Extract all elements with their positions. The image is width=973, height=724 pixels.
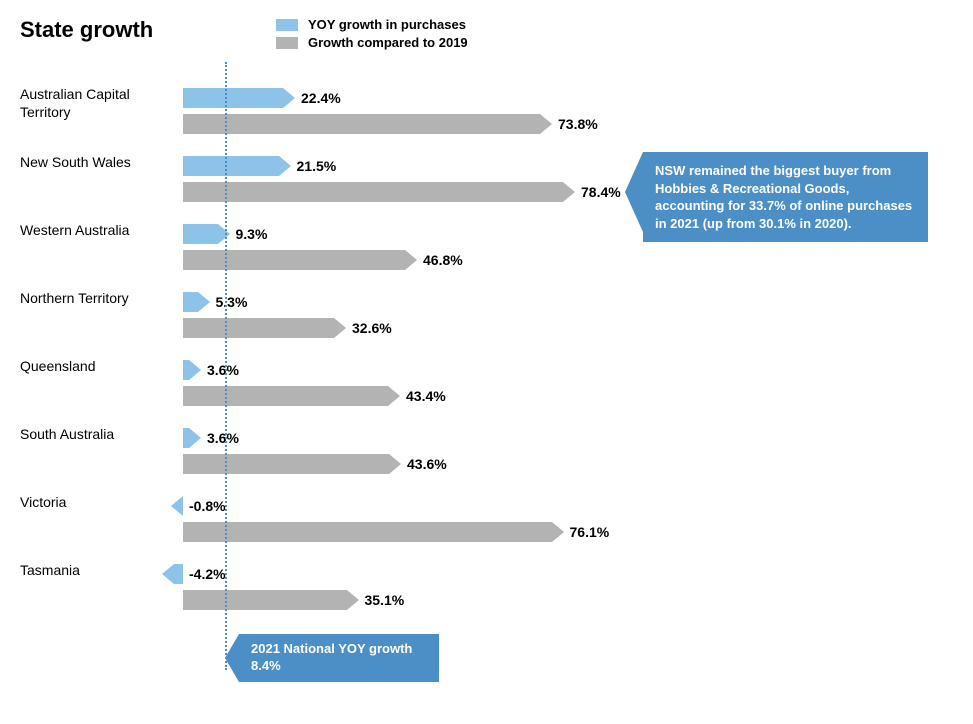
chart-title: State growth bbox=[20, 17, 153, 43]
cmp-bar: 46.8% bbox=[0, 250, 973, 270]
yoy-bar: 22.4% bbox=[0, 88, 973, 108]
yoy-bar-value: 3.6% bbox=[207, 362, 239, 378]
state-row: Northern Territory5.3%32.6% bbox=[0, 288, 973, 356]
nsw-callout-arrow bbox=[625, 152, 643, 232]
yoy-bar: 5.3% bbox=[0, 292, 973, 312]
nsw-callout-text: NSW remained the biggest buyer from Hobb… bbox=[643, 152, 928, 242]
yoy-bar-value: -4.2% bbox=[189, 566, 226, 582]
yoy-bar: 3.6% bbox=[0, 428, 973, 448]
national-yoy-reference-line bbox=[225, 62, 227, 670]
state-row: Tasmania-4.2%35.1% bbox=[0, 560, 973, 628]
cmp-bar-value: 32.6% bbox=[352, 320, 392, 336]
yoy-bar-value: 21.5% bbox=[297, 158, 337, 174]
legend-item-yoy: YOY growth in purchases bbox=[276, 17, 468, 32]
national-yoy-label-arrow bbox=[225, 634, 239, 682]
cmp-bar-value: 35.1% bbox=[365, 592, 405, 608]
legend-label-yoy: YOY growth in purchases bbox=[308, 17, 466, 32]
state-growth-chart: Australian Capital Territory22.4%73.8%Ne… bbox=[0, 84, 973, 628]
state-row: Queensland3.6%43.4% bbox=[0, 356, 973, 424]
cmp-bar: 76.1% bbox=[0, 522, 973, 542]
yoy-bar-value: 9.3% bbox=[236, 226, 268, 242]
cmp-bar-value: 43.4% bbox=[406, 388, 446, 404]
yoy-bar: -0.8% bbox=[0, 496, 973, 516]
chart-legend: YOY growth in purchases Growth compared … bbox=[276, 17, 468, 50]
yoy-bar: 3.6% bbox=[0, 360, 973, 380]
state-row: Australian Capital Territory22.4%73.8% bbox=[0, 84, 973, 152]
cmp-bar-value: 78.4% bbox=[581, 184, 621, 200]
state-row: Victoria-0.8%76.1% bbox=[0, 492, 973, 560]
legend-item-cmp: Growth compared to 2019 bbox=[276, 35, 468, 50]
national-yoy-label-text: 2021 National YOY growth8.4% bbox=[239, 634, 439, 682]
legend-swatch-cmp bbox=[276, 37, 298, 49]
legend-label-cmp: Growth compared to 2019 bbox=[308, 35, 468, 50]
yoy-bar-value: 5.3% bbox=[216, 294, 248, 310]
legend-swatch-yoy bbox=[276, 19, 298, 31]
cmp-bar: 43.6% bbox=[0, 454, 973, 474]
cmp-bar-value: 76.1% bbox=[570, 524, 610, 540]
yoy-bar-value: 22.4% bbox=[301, 90, 341, 106]
cmp-bar-value: 73.8% bbox=[558, 116, 598, 132]
cmp-bar: 43.4% bbox=[0, 386, 973, 406]
cmp-bar: 35.1% bbox=[0, 590, 973, 610]
yoy-bar-value: 3.6% bbox=[207, 430, 239, 446]
yoy-bar: -4.2% bbox=[0, 564, 973, 584]
cmp-bar: 73.8% bbox=[0, 114, 973, 134]
cmp-bar-value: 46.8% bbox=[423, 252, 463, 268]
state-row: South Australia3.6%43.6% bbox=[0, 424, 973, 492]
yoy-bar-value: -0.8% bbox=[189, 498, 226, 514]
cmp-bar: 32.6% bbox=[0, 318, 973, 338]
cmp-bar-value: 43.6% bbox=[407, 456, 447, 472]
